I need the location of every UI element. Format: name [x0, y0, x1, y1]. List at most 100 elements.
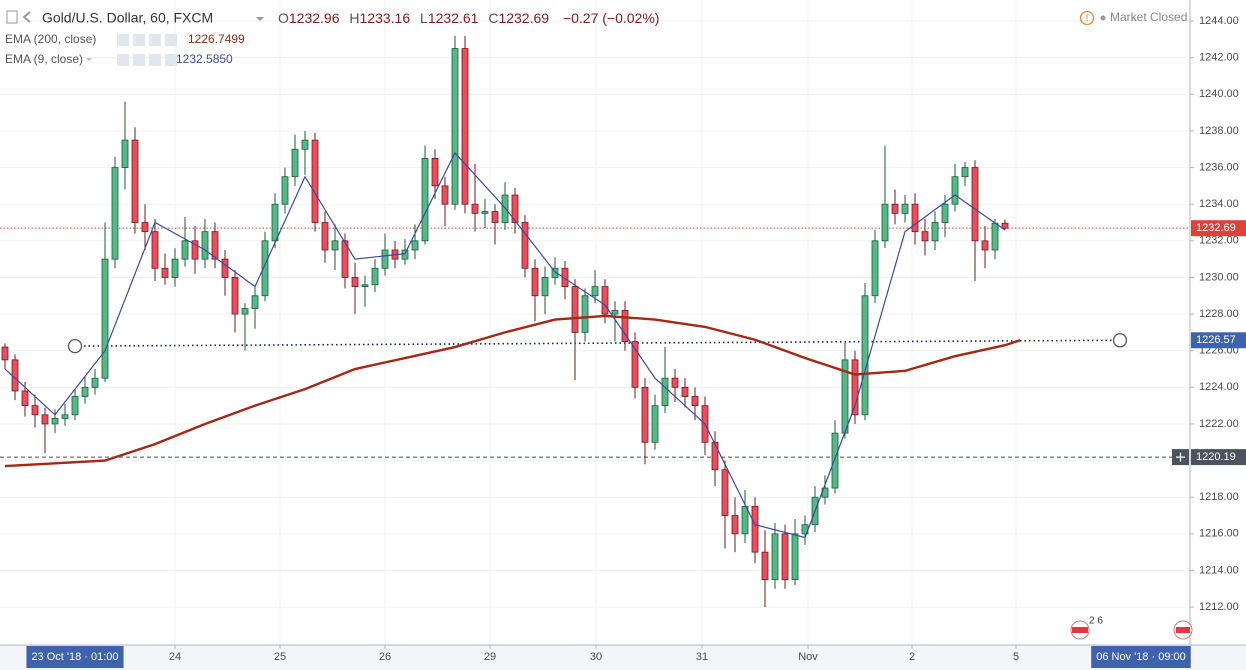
ohlc-label: L — [420, 10, 428, 26]
y-tick-label: 1238.00 — [1199, 125, 1239, 137]
candle-body — [121, 139, 129, 168]
y-tick-label: 1216.00 — [1199, 528, 1239, 540]
candle-body — [231, 277, 239, 315]
legend-name: EMA (9, close) — [5, 52, 83, 66]
candle-body — [181, 240, 189, 260]
x-tick-label: 24 — [169, 651, 181, 663]
candle-body — [571, 286, 579, 333]
candle-body — [651, 405, 659, 443]
legend-button — [165, 54, 177, 66]
candle-body — [351, 277, 359, 288]
x-tick-label: 23 Oct '18 · 01:00 — [31, 651, 118, 663]
x-tick-label: 06 Nov '18 · 09:00 — [1096, 651, 1186, 663]
ohlc-label: C — [488, 10, 498, 26]
collapse-icon[interactable] — [22, 11, 31, 23]
candle-body — [141, 222, 149, 233]
x-tick-label: 29 — [484, 651, 496, 663]
x-tick-highlight — [26, 646, 124, 668]
change: −0.27 (−0.02%) — [563, 10, 660, 26]
candle-body — [761, 551, 769, 581]
legend-button — [149, 34, 161, 46]
candle-body — [991, 222, 999, 251]
x-tick-label: 2 — [909, 651, 915, 663]
status-icon-mark: ! — [1086, 13, 1089, 24]
legend: EMA (200, close) 1226.7499 EMA (9, close) 1… — [5, 32, 245, 66]
candle-body — [741, 505, 749, 535]
candle-body — [711, 441, 719, 471]
candle-body — [421, 158, 429, 242]
trendline-handle — [1112, 333, 1128, 348]
candle-body — [91, 377, 99, 388]
candle-body — [281, 176, 289, 205]
candle-body — [921, 231, 929, 242]
candle-body — [581, 295, 589, 333]
legend-button — [133, 54, 145, 66]
candle-body — [671, 377, 679, 388]
price-marker-box — [1191, 449, 1246, 466]
candle-body — [631, 341, 639, 388]
candle-body — [791, 533, 799, 581]
candle-body — [211, 231, 219, 260]
candle-body — [861, 295, 869, 416]
candle-body — [151, 231, 159, 269]
y-tick-label: 1244.00 — [1199, 15, 1239, 27]
ema-line — [4, 151, 1006, 539]
event-flag — [1072, 627, 1088, 633]
candle-body — [271, 203, 279, 242]
y-tick-label: 1222.00 — [1199, 418, 1239, 430]
candle-body — [881, 203, 889, 242]
legend-value: 1226.7499 — [188, 32, 245, 46]
y-tick-label: 1232.00 — [1199, 235, 1239, 247]
candle-body — [331, 240, 339, 251]
candle-body — [781, 533, 789, 581]
candle-body — [731, 515, 739, 535]
candle-body — [521, 222, 529, 269]
candle-body — [961, 167, 969, 178]
candle-body — [31, 405, 39, 416]
legend-button — [117, 34, 129, 46]
status-icon — [1079, 10, 1095, 26]
candle-body — [771, 533, 779, 581]
candle-body — [191, 240, 199, 260]
price-marker-label: 1226.57 — [1196, 334, 1236, 346]
candle-body — [431, 158, 439, 187]
candle-body — [601, 286, 609, 315]
price-marker-box — [1191, 220, 1246, 237]
candle-body — [21, 390, 29, 407]
candle-body — [511, 194, 519, 223]
market-status: Market Closed — [1110, 10, 1187, 24]
ohlc-label: H — [349, 10, 359, 26]
candle-body — [161, 267, 169, 278]
axes: 1212.001214.001216.001218.001220.001222.… — [26, 15, 1246, 668]
time-axis — [0, 645, 1246, 670]
ohlc-legend: O1232.96 H1233.16 L1232.61 C1232.69 −0.2… — [278, 10, 659, 26]
x-tick-label: 30 — [590, 651, 602, 663]
symbol-icon[interactable] — [6, 10, 18, 24]
candle-body — [301, 139, 309, 150]
price-marker-label: 1232.69 — [1196, 222, 1236, 234]
dropdown-icon[interactable] — [256, 17, 264, 21]
y-tick-label: 1212.00 — [1199, 601, 1239, 613]
candle-body — [941, 203, 949, 223]
candle-body — [871, 240, 879, 297]
x-tick-highlight — [1091, 646, 1191, 668]
legend-button — [165, 34, 177, 46]
candle-body — [751, 505, 759, 553]
candle-body — [441, 185, 449, 205]
y-tick-label: 1224.00 — [1199, 381, 1239, 393]
x-tick-label: 25 — [274, 651, 286, 663]
candle-body — [541, 277, 549, 297]
y-tick-label: 1230.00 — [1199, 271, 1239, 283]
candle-body — [371, 267, 379, 286]
legend-button — [117, 54, 129, 66]
x-tick-label: Nov — [798, 651, 818, 663]
candle-body — [361, 284, 369, 288]
price-axis — [1190, 0, 1246, 645]
candle-body — [381, 249, 389, 269]
candle-body — [611, 310, 619, 315]
y-tick-label: 1214.00 — [1199, 564, 1239, 576]
legend-dropdown — [86, 58, 92, 61]
candle-body — [51, 418, 59, 425]
ohlc-value: 1233.16 — [360, 10, 411, 26]
candle-body — [481, 211, 489, 214]
